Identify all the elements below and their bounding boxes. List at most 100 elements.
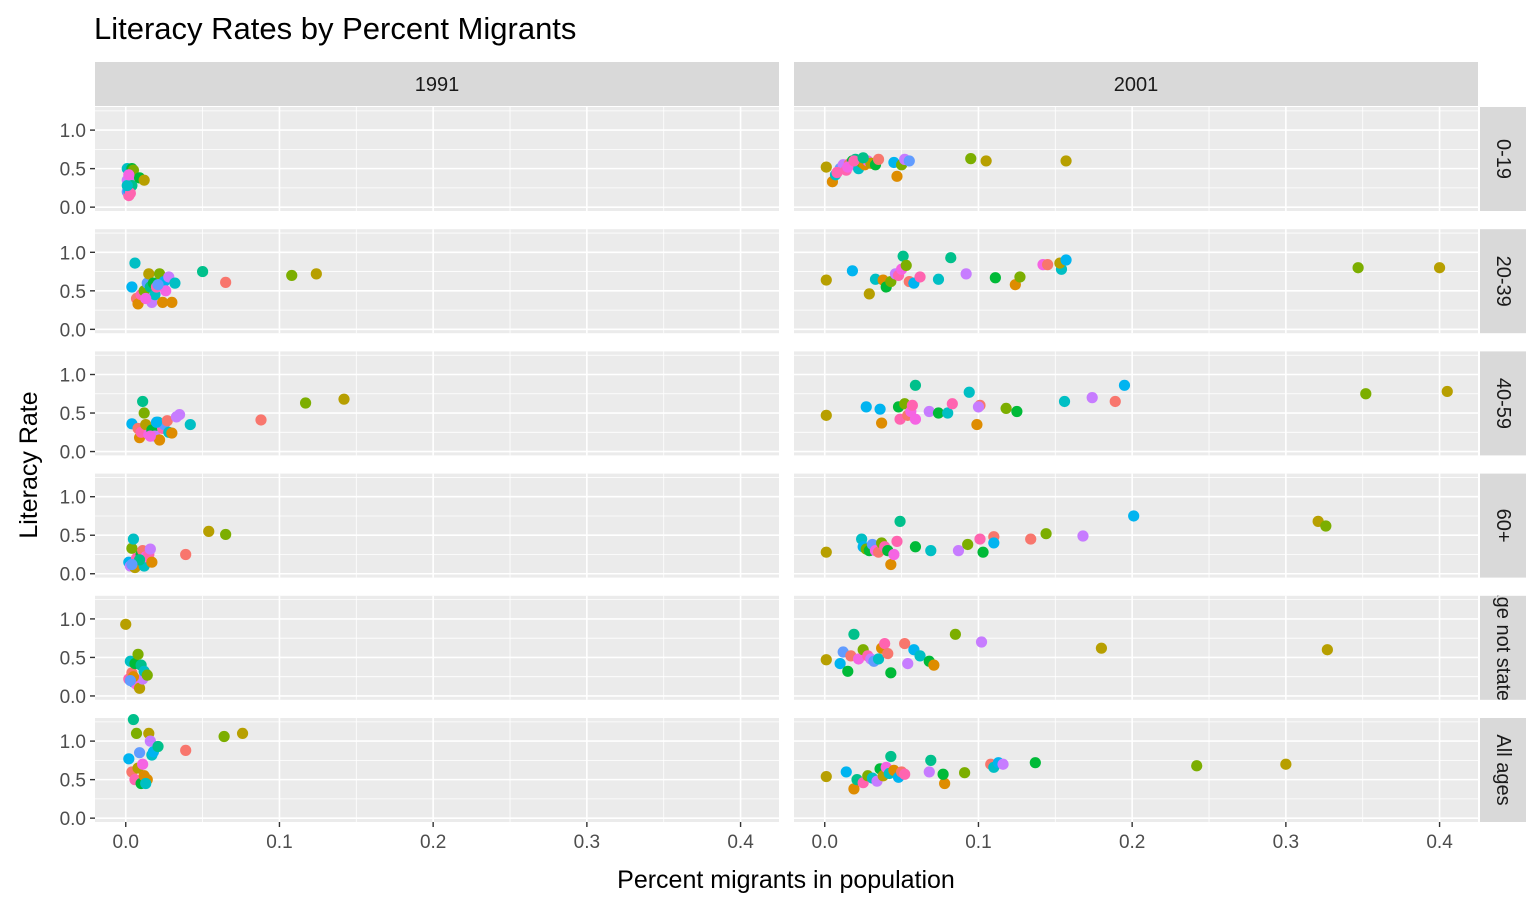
column-strip	[95, 62, 779, 106]
x-tick-label: 0.0	[812, 832, 838, 853]
data-point	[127, 533, 140, 545]
data-point	[932, 407, 945, 419]
data-point	[123, 753, 135, 765]
data-point	[1118, 379, 1131, 391]
y-tick-label: 0.5	[60, 282, 86, 303]
data-point	[143, 268, 155, 280]
data-point	[960, 268, 972, 280]
row-strip	[1480, 595, 1526, 700]
data-point	[144, 543, 156, 555]
data-point	[338, 393, 350, 405]
data-point	[831, 166, 843, 179]
data-point	[1191, 760, 1203, 772]
data-point	[988, 537, 1000, 549]
data-point	[909, 541, 922, 553]
data-point	[236, 727, 249, 740]
data-point	[1014, 271, 1026, 283]
y-tick-label: 0.5	[60, 526, 86, 547]
data-point	[906, 399, 918, 411]
data-point	[903, 155, 915, 167]
data-point	[129, 257, 141, 269]
row-strip-label: All ages	[1492, 734, 1514, 805]
data-point	[977, 546, 989, 558]
data-point	[123, 169, 135, 181]
data-point	[971, 418, 983, 431]
data-point	[1360, 388, 1372, 400]
data-point	[1128, 510, 1140, 522]
data-point	[962, 538, 974, 551]
data-point	[852, 653, 865, 665]
row-strip-text-group: 0-19	[1492, 139, 1514, 179]
data-point	[121, 179, 133, 192]
y-tick-label: 1.0	[60, 732, 86, 753]
data-point	[872, 153, 885, 165]
y-tick-label: 0.5	[60, 648, 86, 669]
panel-background	[95, 229, 779, 334]
data-point	[138, 174, 150, 186]
panels-layer: 1991 2001 0-19 20-39 40-59 60+ Age not stated A…	[60, 62, 1526, 853]
data-point	[1060, 254, 1072, 266]
data-point	[963, 386, 975, 398]
data-point	[1095, 642, 1108, 654]
data-point	[310, 268, 322, 280]
data-point	[1433, 262, 1446, 274]
row-strip-label: 20-39	[1492, 256, 1514, 307]
data-point	[894, 515, 906, 527]
row-strip-text-group: 60+	[1492, 509, 1514, 543]
data-point	[152, 740, 164, 753]
y-tick-label: 0.0	[60, 198, 86, 219]
data-point	[846, 265, 859, 277]
data-point	[166, 427, 178, 439]
row-strip-label: 0-19	[1492, 139, 1514, 179]
data-point	[897, 250, 909, 262]
data-point	[220, 276, 232, 288]
data-point	[842, 665, 854, 677]
data-point	[141, 669, 153, 681]
data-point	[157, 296, 169, 308]
column-strip-label: 2001	[1114, 74, 1159, 96]
data-point	[879, 637, 891, 650]
data-point	[909, 379, 922, 391]
data-point	[820, 770, 832, 783]
row-strip	[1480, 351, 1526, 456]
data-point	[863, 288, 875, 300]
x-tick-label: 0.4	[727, 832, 754, 853]
data-point	[1025, 533, 1037, 545]
data-point	[975, 636, 988, 648]
data-point	[127, 713, 140, 726]
data-point	[152, 279, 164, 291]
panel-background	[95, 351, 779, 456]
data-point	[184, 418, 196, 431]
x-tick-label: 0.4	[1426, 832, 1453, 853]
row-strip-label: 60+	[1492, 509, 1514, 543]
x-tick-label: 0.3	[1273, 832, 1299, 853]
data-point	[882, 647, 894, 660]
data-point	[180, 548, 192, 561]
row-strip-text-group: 20-39	[1492, 256, 1514, 307]
data-point	[126, 558, 138, 571]
x-tick-label: 0.1	[266, 832, 292, 853]
data-point	[925, 545, 937, 557]
data-point	[1321, 644, 1333, 656]
data-point	[923, 766, 935, 778]
data-point	[965, 153, 977, 165]
data-point	[1441, 385, 1453, 398]
data-point	[932, 273, 945, 285]
data-point	[286, 269, 298, 282]
data-point	[888, 548, 900, 561]
data-point	[120, 618, 132, 630]
data-point	[914, 650, 926, 662]
panel-background	[95, 107, 779, 211]
column-strip	[794, 62, 1478, 106]
y-axis-title: Literacy Rate	[15, 391, 43, 538]
data-point	[928, 659, 940, 671]
data-point	[834, 657, 846, 670]
data-point	[959, 767, 971, 779]
y-tick-label: 1.0	[60, 610, 86, 631]
data-point	[299, 397, 312, 409]
x-tick-label: 0.1	[965, 832, 991, 853]
data-point	[220, 528, 232, 541]
data-point	[196, 265, 209, 278]
data-point	[902, 657, 914, 670]
data-point	[972, 401, 985, 413]
